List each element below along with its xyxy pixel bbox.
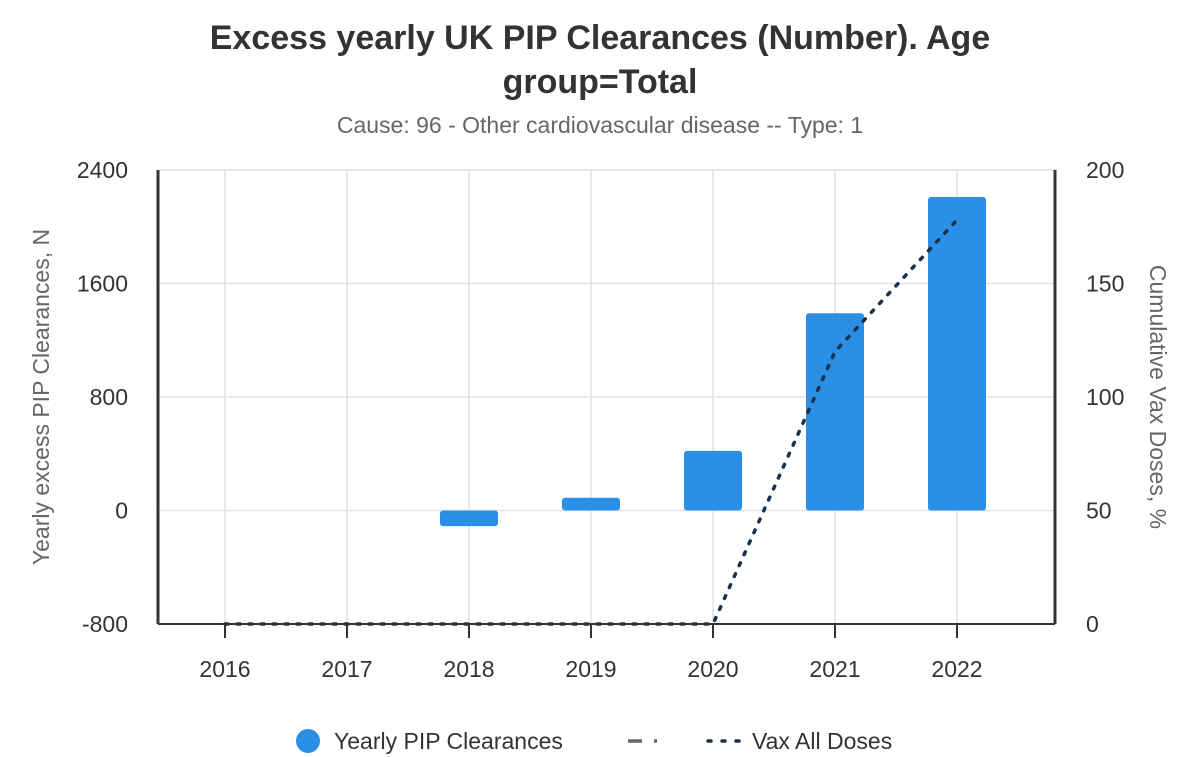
y-left-tick-label: 2400 xyxy=(77,157,128,183)
y-right-tick-label: 150 xyxy=(1086,271,1124,297)
x-tick-label: 2018 xyxy=(443,656,494,682)
legend: Yearly PIP Clearances Vax All Doses xyxy=(296,728,892,754)
bar xyxy=(928,196,986,511)
y-left-tick-label: 800 xyxy=(90,384,128,410)
grid-lines xyxy=(158,169,1055,625)
legend-line-label: Vax All Doses xyxy=(752,728,892,754)
chart-title: Excess yearly UK PIP Clearances (Number)… xyxy=(0,16,1200,104)
chart-subtitle: Cause: 96 - Other cardiovascular disease… xyxy=(336,112,864,138)
x-tick-label: 2022 xyxy=(931,656,982,682)
bar xyxy=(684,450,742,511)
bar xyxy=(440,510,498,527)
legend-bar-label: Yearly PIP Clearances xyxy=(334,728,563,754)
y-right-axis-title: Cumulative Vax Doses, % xyxy=(1145,265,1171,529)
bars xyxy=(196,196,986,527)
legend-bar-marker xyxy=(296,729,320,753)
y-right-tick-label: 50 xyxy=(1086,498,1112,524)
x-tick-label: 2019 xyxy=(565,656,616,682)
y-right-tick-label: 0 xyxy=(1086,611,1099,637)
y-left-tick-label: -800 xyxy=(82,611,128,637)
y-left-tick-label: 1600 xyxy=(77,271,128,297)
y-left-axis-title: Yearly excess PIP Clearances, N xyxy=(28,229,54,565)
x-tick-label: 2017 xyxy=(321,656,372,682)
axes xyxy=(156,170,1057,638)
chart-title-line-2: group=Total xyxy=(502,63,698,101)
x-tick-label: 2020 xyxy=(687,656,738,682)
tick-labels: 2400 1600 800 0 -800 200 150 100 50 0 2016 2017 2018… xyxy=(28,157,1171,682)
y-right-tick-label: 200 xyxy=(1086,157,1124,183)
bar xyxy=(806,313,864,511)
x-tick-label: 2021 xyxy=(809,656,860,682)
bar xyxy=(562,497,620,511)
y-left-tick-label: 0 xyxy=(115,498,128,524)
chart-title-line-1: Excess yearly UK PIP Clearances (Number)… xyxy=(209,19,991,57)
y-right-tick-label: 100 xyxy=(1086,384,1124,410)
x-tick-label: 2016 xyxy=(199,656,250,682)
